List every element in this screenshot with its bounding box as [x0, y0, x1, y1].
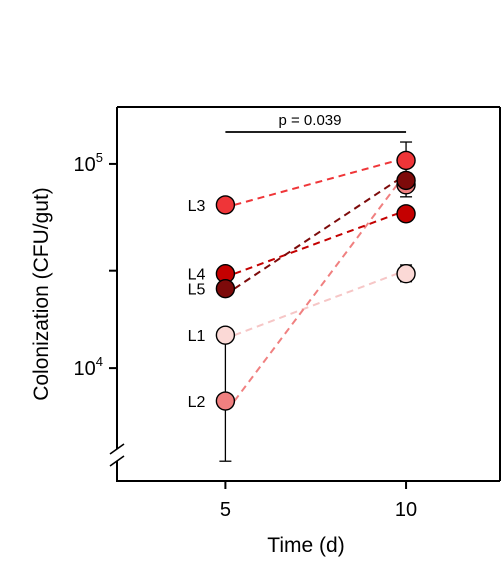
axis-break-mark — [109, 455, 125, 467]
x-axis-title: Time (d) — [267, 534, 344, 557]
data-point-L2 — [215, 391, 236, 411]
series-line-L3 — [234, 159, 398, 206]
data-point-L1 — [215, 325, 236, 345]
data-point-L3 — [396, 150, 416, 171]
series-label-L3: L3 — [188, 198, 206, 215]
series-label-L5: L5 — [188, 282, 206, 299]
data-points — [215, 150, 416, 411]
significance-label: p = 0.039 — [279, 112, 342, 129]
y-tick-label: 105 — [74, 150, 103, 176]
axis-break-mark — [109, 443, 125, 455]
y-axis-title: Colonization (CFU/gut) — [30, 187, 53, 401]
series-line-L5 — [233, 179, 398, 290]
y-tick-label: 104 — [74, 354, 103, 380]
x-tick-label: 5 — [220, 499, 231, 521]
series-label-L2: L2 — [188, 394, 206, 411]
series-line-L4 — [234, 212, 398, 275]
data-point-L5 — [396, 170, 416, 191]
data-point-L3 — [215, 195, 236, 215]
series-lines — [233, 159, 398, 402]
axes: 5 10 104 105 — [74, 106, 501, 521]
series-label-L1: L1 — [188, 328, 206, 345]
x-tick-label: 10 — [395, 499, 417, 521]
data-point-L5 — [215, 278, 236, 299]
data-point-L4 — [396, 204, 416, 224]
series-line-L2 — [233, 184, 398, 402]
error-bars — [219, 141, 413, 462]
series-label-L4: L4 — [188, 267, 206, 284]
data-point-L1 — [396, 263, 416, 284]
series-line-L1 — [234, 272, 398, 337]
